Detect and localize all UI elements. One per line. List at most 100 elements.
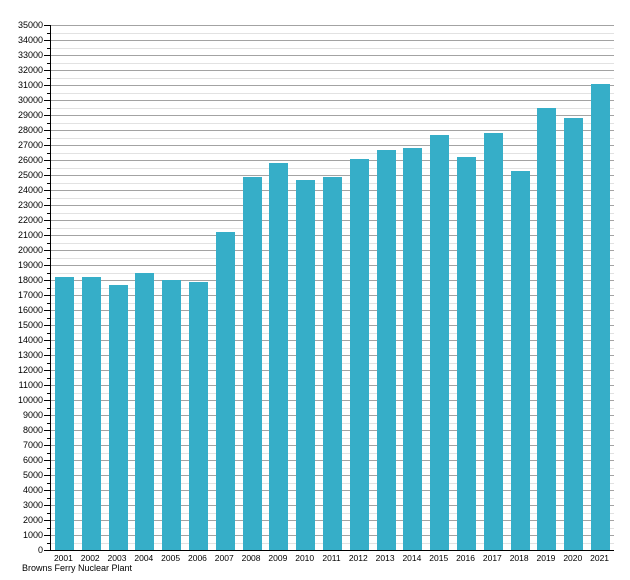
y-minor-tick	[47, 482, 50, 484]
y-major-tick	[44, 520, 50, 521]
minor-gridline	[51, 107, 614, 109]
x-tick-label-2018: 2018	[509, 552, 529, 563]
y-major-tick	[44, 265, 50, 266]
x-tick-label-2001: 2001	[53, 552, 73, 563]
y-tick-label: 12000	[17, 365, 43, 375]
y-tick-label: 19000	[17, 260, 43, 270]
y-tick-label: 32000	[17, 65, 43, 75]
y-major-tick	[44, 535, 50, 536]
bar-2012	[349, 158, 369, 550]
bar-2011	[323, 176, 342, 550]
x-tick-label-2021: 2021	[590, 552, 610, 563]
y-tick-label: 9000	[22, 410, 43, 420]
y-tick-label: 16000	[17, 305, 43, 315]
y-major-tick	[44, 430, 50, 431]
y-major-tick	[44, 250, 50, 251]
y-major-tick	[44, 70, 50, 71]
y-tick-label: 31000	[17, 80, 43, 90]
y-tick-label: 1000	[22, 530, 43, 540]
x-tick-label-2007: 2007	[214, 552, 234, 563]
y-tick-label: 10000	[17, 395, 43, 405]
y-tick-label: 26000	[17, 155, 43, 165]
x-tick-label-2014: 2014	[402, 552, 422, 563]
y-minor-tick	[47, 377, 50, 379]
y-major-tick	[44, 340, 50, 341]
y-tick-label: 29000	[17, 110, 43, 120]
y-major-tick	[44, 40, 50, 41]
y-minor-tick	[47, 92, 50, 94]
major-gridline	[51, 115, 614, 116]
bar-2002	[81, 277, 101, 550]
y-minor-tick	[47, 407, 50, 409]
bar-2006	[188, 281, 208, 550]
bar-2017	[483, 133, 503, 550]
y-minor-tick	[47, 212, 50, 214]
major-gridline	[51, 100, 614, 101]
x-tick-label-2002: 2002	[80, 552, 100, 563]
y-major-tick	[44, 190, 50, 191]
y-major-tick	[44, 175, 50, 176]
y-major-tick	[44, 310, 50, 311]
y-tick-label: 14000	[17, 335, 43, 345]
y-major-tick	[44, 355, 50, 356]
y-major-tick	[44, 400, 50, 401]
bar-2014	[403, 148, 423, 550]
y-major-tick	[44, 25, 50, 26]
y-tick-label: 0	[37, 545, 43, 555]
bar-2007	[215, 232, 235, 550]
y-major-tick	[44, 220, 50, 221]
y-major-tick	[44, 370, 50, 371]
minor-gridline	[51, 167, 614, 169]
y-tick-label: 11000	[18, 380, 43, 390]
x-tick-label-2003: 2003	[107, 552, 127, 563]
y-minor-tick	[47, 107, 50, 109]
y-major-tick	[44, 130, 50, 131]
y-minor-tick	[47, 437, 50, 439]
y-major-tick	[44, 550, 50, 551]
bar-2005	[162, 280, 182, 550]
bar-2009	[269, 163, 289, 550]
y-major-tick	[44, 445, 50, 446]
minor-gridline	[51, 77, 614, 79]
y-tick-label: 13000	[17, 350, 43, 360]
y-tick-label: 4000	[22, 485, 43, 495]
y-minor-tick	[47, 302, 50, 304]
minor-gridline	[51, 47, 614, 49]
y-tick-label: 23000	[17, 200, 43, 210]
x-tick-label-2006: 2006	[187, 552, 207, 563]
y-minor-tick	[47, 257, 50, 259]
x-tick-label-2009: 2009	[268, 552, 288, 563]
y-minor-tick	[47, 317, 50, 319]
major-gridline	[51, 85, 614, 86]
x-tick-label-2012: 2012	[348, 552, 368, 563]
y-major-tick	[44, 460, 50, 461]
x-tick-label-2011: 2011	[322, 552, 341, 563]
y-major-tick	[44, 160, 50, 161]
y-minor-tick	[47, 362, 50, 364]
y-minor-tick	[47, 227, 50, 229]
bar-2004	[135, 272, 155, 550]
x-tick-label-2004: 2004	[134, 552, 154, 563]
y-minor-tick	[47, 32, 50, 34]
y-minor-tick	[47, 137, 50, 139]
y-tick-label: 24000	[17, 185, 43, 195]
y-major-tick	[44, 145, 50, 146]
x-tick-label-2008: 2008	[241, 552, 261, 563]
minor-gridline	[51, 32, 614, 34]
y-minor-tick	[47, 152, 50, 154]
y-major-tick	[44, 325, 50, 326]
y-tick-label: 20000	[17, 245, 43, 255]
minor-gridline	[51, 122, 614, 124]
y-minor-tick	[47, 497, 50, 499]
y-tick-label: 15000	[17, 320, 43, 330]
bar-2016	[457, 157, 477, 550]
y-major-tick	[44, 280, 50, 281]
y-tick-label: 28000	[17, 125, 43, 135]
y-minor-tick	[47, 77, 50, 79]
chart-caption: Browns Ferry Nuclear Plant	[22, 563, 133, 573]
x-tick-label-2015: 2015	[429, 552, 449, 563]
x-tick-label-2010: 2010	[295, 552, 315, 563]
y-tick-label: 8000	[22, 425, 43, 435]
y-tick-label: 5000	[22, 470, 43, 480]
